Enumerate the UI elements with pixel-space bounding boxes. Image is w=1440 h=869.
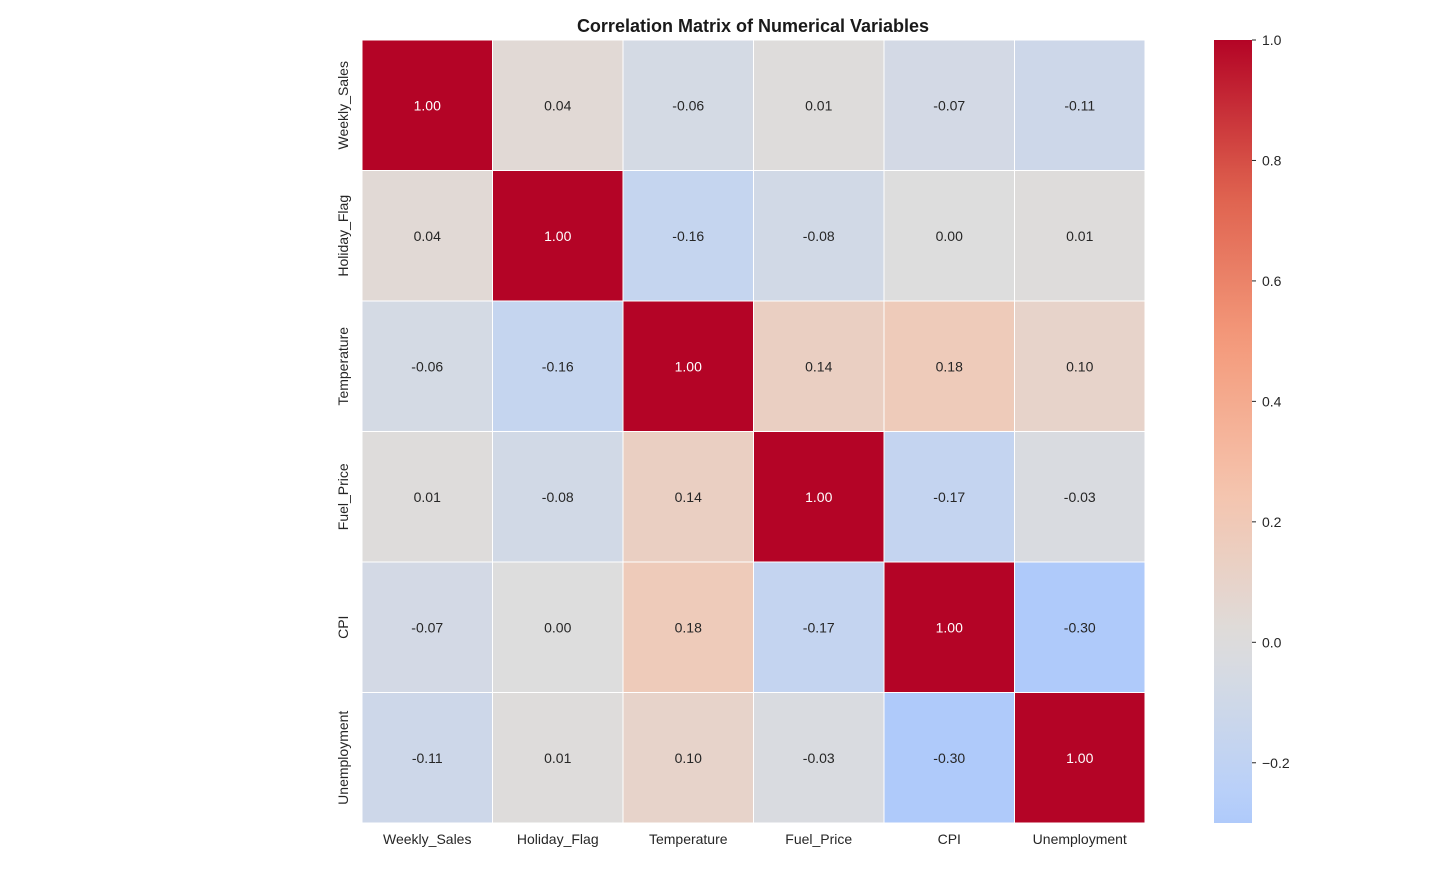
heatmap-cell — [753, 170, 885, 302]
colorbar-ticks: −0.2 0.0 0.2 0.4 0.6 0.8 1.0 — [1252, 32, 1290, 771]
cell-value-label: -0.11 — [1064, 97, 1095, 113]
colorbar-gradient — [1214, 40, 1252, 823]
cell-value-label: 0.14 — [805, 358, 832, 374]
heatmap-cell — [883, 431, 1015, 563]
colorbar-tick-label: 0.8 — [1262, 152, 1282, 168]
colorbar-tick-label: −0.2 — [1262, 755, 1290, 771]
colorbar-tick-label: 0.2 — [1262, 514, 1282, 530]
cell-value-label: 0.10 — [675, 750, 702, 766]
cell-value-label: 1.00 — [1066, 750, 1093, 766]
cell-value-label: 0.18 — [936, 358, 963, 374]
colorbar-tick-label: 0.6 — [1262, 273, 1282, 289]
heatmap-cell — [753, 431, 885, 563]
heatmap-cell — [883, 300, 1015, 432]
cell-value-label: -0.17 — [933, 489, 965, 505]
cell-value-label: 0.00 — [544, 619, 571, 635]
x-tick-label: Unemployment — [1033, 831, 1127, 847]
heatmap-cell — [883, 561, 1015, 693]
heatmap-cell — [492, 170, 624, 302]
y-tick-label: CPI — [335, 616, 351, 639]
cell-value-label: 0.00 — [936, 228, 963, 244]
cell-value-label: -0.07 — [411, 619, 443, 635]
y-tick-label: Weekly_Sales — [335, 61, 351, 149]
cell-value-label: -0.06 — [411, 358, 443, 374]
heatmap-cell — [361, 561, 493, 693]
cell-value-label: -0.11 — [412, 750, 443, 766]
cell-value-label: -0.17 — [803, 619, 835, 635]
cell-value-label: 0.14 — [675, 489, 702, 505]
cell-value-label: -0.08 — [803, 228, 835, 244]
heatmap-cell — [883, 692, 1015, 824]
heatmap-cell — [1014, 561, 1146, 693]
heatmap-cell — [492, 300, 624, 432]
x-tick-label: Holiday_Flag — [517, 831, 599, 847]
cell-value-label: -0.08 — [542, 489, 574, 505]
heatmap-cell — [492, 431, 624, 563]
x-tick-label: Weekly_Sales — [383, 831, 471, 847]
heatmap-cell — [753, 692, 885, 824]
heatmap-cell — [1014, 300, 1146, 432]
cell-value-label: -0.03 — [1064, 489, 1096, 505]
x-tick-label: CPI — [938, 831, 961, 847]
heatmap-cell — [361, 39, 493, 171]
y-tick-label: Unemployment — [335, 711, 351, 805]
cell-value-label: 0.01 — [544, 750, 571, 766]
cell-value-label: -0.16 — [672, 228, 704, 244]
chart-title: Correlation Matrix of Numerical Variable… — [577, 16, 929, 36]
cell-value-label: -0.16 — [542, 358, 574, 374]
heatmap-cell — [622, 300, 754, 432]
cell-value-label: -0.07 — [933, 97, 965, 113]
heatmap-cell — [753, 300, 885, 432]
cell-value-label: 0.01 — [1066, 228, 1093, 244]
heatmap-cell — [1014, 431, 1146, 563]
cell-value-label: -0.30 — [1064, 619, 1096, 635]
heatmap-cell — [492, 39, 624, 171]
cell-value-label: 1.00 — [805, 489, 832, 505]
y-tick-labels: Weekly_Sales Holiday_Flag Temperature Fuel_… — [335, 61, 351, 805]
cell-value-label: 0.10 — [1066, 358, 1093, 374]
cell-value-label: 0.18 — [675, 619, 702, 635]
heatmap-cell — [1014, 39, 1146, 171]
heatmap-cell — [753, 561, 885, 693]
cell-value-label: 1.00 — [544, 228, 571, 244]
cell-value-label: -0.30 — [933, 750, 965, 766]
y-tick-label: Fuel_Price — [335, 463, 351, 530]
cell-value-label: -0.06 — [672, 97, 704, 113]
x-tick-labels: Weekly_Sales Holiday_Flag Temperature Fuel_… — [383, 831, 1127, 847]
cell-annotations: 1.00 0.04 -0.06 0.01 -0.07 -0.11 0.04 1.00 -0.16… — [411, 97, 1096, 766]
cell-value-label: 1.00 — [936, 619, 963, 635]
heatmap-cell — [622, 561, 754, 693]
cell-value-label: 1.00 — [675, 358, 702, 374]
cell-value-label: 0.01 — [414, 489, 441, 505]
cell-value-label: 0.04 — [544, 97, 571, 113]
heatmap-cell — [361, 431, 493, 563]
cell-value-label: 1.00 — [414, 97, 441, 113]
heatmap-cell — [622, 431, 754, 563]
heatmap-cell — [622, 39, 754, 171]
heatmap-cell — [753, 39, 885, 171]
cell-value-label: 0.01 — [805, 97, 832, 113]
cell-value-label: 0.04 — [414, 228, 441, 244]
heatmap-cell — [1014, 692, 1146, 824]
y-tick-label: Temperature — [335, 327, 351, 406]
heatmap-cells — [361, 39, 1146, 824]
colorbar-tick-label: 0.4 — [1262, 393, 1282, 409]
colorbar-tick-label: 1.0 — [1262, 32, 1282, 48]
heatmap-cell — [883, 39, 1015, 171]
heatmap-cell — [361, 692, 493, 824]
cell-value-label: -0.03 — [803, 750, 835, 766]
x-tick-label: Fuel_Price — [785, 831, 852, 847]
colorbar: −0.2 0.0 0.2 0.4 0.6 0.8 1.0 — [1214, 32, 1290, 823]
heatmap-cell — [361, 300, 493, 432]
heatmap-cell — [1014, 170, 1146, 302]
colorbar-tick-label: 0.0 — [1262, 634, 1282, 650]
x-tick-label: Temperature — [649, 831, 728, 847]
y-tick-label: Holiday_Flag — [335, 195, 351, 277]
